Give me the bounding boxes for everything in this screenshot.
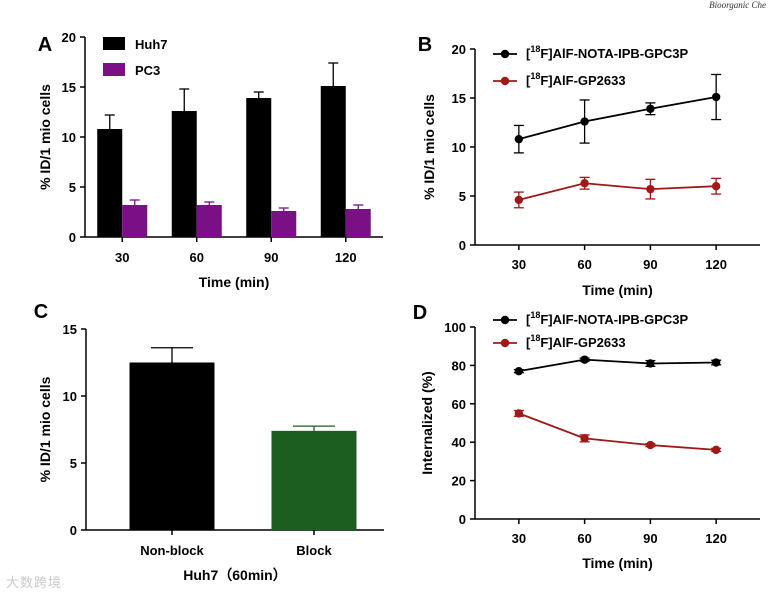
panel-d-legend-marker: [500, 338, 510, 348]
panel-b-data-point-1: [711, 182, 721, 191]
panel-a-bar-huh7: [320, 86, 346, 237]
journal-header: Bioorganic Che: [709, 0, 766, 10]
panel-c-x-axis-title: Huh7（60min）: [183, 567, 286, 583]
panel-a-y-tick-label: 0: [69, 230, 76, 245]
panel-b-y-axis-title: % ID/1 mio cells: [421, 94, 437, 200]
panel-a-y-tick-label: 10: [62, 130, 76, 145]
panel-a-x-tick-label: 30: [115, 250, 129, 265]
panel-a-x-axis-title: Time (min): [199, 274, 270, 290]
panel-d-series-line-0: [518, 358, 717, 373]
panel-a-bar-pc3: [345, 209, 371, 237]
panel-b-data-point-0: [514, 134, 524, 144]
panel-b-legend-label: [18F]AlF-NOTA-IPB-GPC3P: [526, 44, 688, 61]
panel-d-data-point-1: [514, 409, 524, 418]
panel-c-bar-0: [129, 362, 215, 530]
panel-d-x-tick-label: 60: [577, 531, 591, 546]
panel-a-x-tick-label: 90: [264, 250, 278, 265]
panel-a-x-tick-label: 120: [335, 250, 357, 265]
panel-label-c: C: [34, 301, 48, 323]
panel-d-data-point-0: [711, 358, 721, 367]
panel-d-y-tick-label: 60: [452, 397, 466, 412]
panel-b-x-tick-label: 120: [705, 257, 727, 272]
panel-a-y-tick-label: 15: [62, 80, 76, 95]
panel-b-y-tick-label: 20: [452, 42, 466, 57]
panel-b-data-point-0: [646, 104, 655, 113]
panel-d-legend-marker: [500, 315, 510, 325]
panel-c-x-tick-label: Non-block: [140, 543, 204, 558]
panel-d-y-axis-title: Internalized (%): [419, 371, 435, 474]
panel-d-data-point-1: [711, 445, 721, 455]
panel-c-bar-1: [271, 430, 357, 530]
panel-b-series-line-1: [518, 182, 717, 201]
panel-c-x-tick-label: Block: [296, 543, 332, 558]
panel-b-x-axis-title: Time (min): [582, 282, 653, 298]
panel-b-legend-label: [18F]AlF-GP2633: [526, 71, 626, 88]
panel-a-bar-pc3: [271, 211, 297, 237]
panel-a-y-tick-label: 5: [69, 180, 76, 195]
panel-c-y-tick-label: 10: [63, 389, 77, 404]
panel-d-y-tick-label: 40: [452, 435, 466, 450]
panel-a-legend-swatch: [103, 37, 125, 50]
panel-b-data-point-0: [580, 117, 589, 126]
panel-c-y-tick-label: 5: [70, 456, 77, 471]
panel-d-y-tick-label: 20: [452, 474, 466, 489]
panel-d-x-tick-label: 30: [512, 531, 526, 546]
panel-b-data-point-0: [711, 92, 721, 102]
panel-b-y-tick-label: 5: [459, 189, 466, 204]
panel-d-y-tick-label: 0: [459, 512, 466, 527]
panel-b-data-point-1: [580, 179, 589, 188]
panel-a-bar-pc3: [196, 205, 222, 237]
panel-a-y-axis-title: % ID/1 mio cells: [37, 84, 53, 190]
panel-b-y-tick-label: 15: [452, 91, 466, 106]
panel-d-legend-label: [18F]AlF-GP2633: [526, 333, 626, 350]
panel-b-x-tick-label: 90: [643, 257, 657, 272]
panel-d-series-line-1: [518, 412, 717, 451]
panel-b-x-tick-label: 30: [512, 257, 526, 272]
panel-d-x-axis-title: Time (min): [582, 555, 653, 571]
panel-c-y-axis-title: % ID/1 mio cells: [37, 376, 53, 482]
panel-d-x-tick-label: 120: [705, 531, 727, 546]
panel-a-bar-huh7: [171, 111, 197, 237]
panel-b-x-tick-label: 60: [577, 257, 591, 272]
panel-a-bar-huh7: [246, 98, 272, 237]
panel-d-x-tick-label: 90: [643, 531, 657, 546]
panel-c-y-tick-label: 0: [70, 523, 77, 538]
panel-b-series-line-0: [518, 96, 717, 141]
panel-d-data-point-0: [514, 366, 524, 376]
panel-label-d: D: [413, 302, 427, 324]
panel-a-legend-swatch: [103, 63, 125, 76]
panel-label-b: B: [418, 34, 432, 56]
panel-a-bar-huh7: [97, 129, 123, 237]
panel-a-x-tick-label: 60: [190, 250, 204, 265]
panel-b-legend-marker: [500, 76, 510, 86]
panel-label-a: A: [38, 34, 52, 56]
panel-d-data-point-0: [646, 359, 655, 368]
panel-b-y-tick-label: 10: [452, 140, 466, 155]
panel-c-y-tick-label: 15: [63, 322, 77, 337]
panel-d-y-tick-label: 80: [452, 358, 466, 373]
panel-b-data-point-1: [514, 195, 524, 205]
panel-d-y-tick-label: 100: [444, 320, 466, 335]
panel-a-legend-label: Huh7: [135, 37, 168, 52]
panel-d-data-point-0: [580, 355, 589, 364]
panel-d-data-point-1: [580, 434, 589, 443]
panel-b-legend-marker: [500, 49, 510, 59]
panel-b-data-point-1: [646, 184, 655, 194]
panel-a-legend-label: PC3: [135, 63, 160, 78]
panel-a-bar-pc3: [122, 205, 148, 237]
panel-d-legend-label: [18F]AlF-NOTA-IPB-GPC3P: [526, 310, 688, 327]
panel-a-y-tick-label: 20: [62, 30, 76, 45]
panel-d-data-point-1: [646, 440, 655, 450]
watermark: 大数跨境: [6, 576, 63, 591]
panel-b-y-tick-label: 0: [459, 238, 466, 253]
